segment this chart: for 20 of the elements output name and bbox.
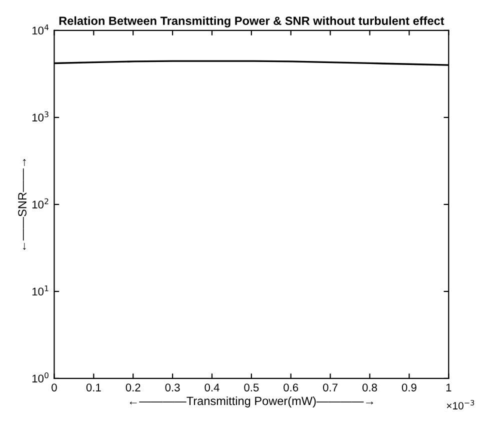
x-tick-label: 0.1 bbox=[86, 384, 101, 392]
x-tick-label: 0.4 bbox=[204, 384, 220, 392]
y-axis-title: ←——SNR——→ bbox=[18, 158, 26, 250]
x-tick-label: 0.7 bbox=[323, 384, 338, 392]
text: ×10$^{−3}$ bbox=[446, 400, 474, 410]
x-tick-label: 0.9 bbox=[402, 384, 416, 392]
y-tick-label: 10$^{4}$ bbox=[32, 24, 49, 35]
x-tick-label: 0.6 bbox=[284, 384, 298, 392]
chart-title: Relation Between Transmitting Power & SNR without turbulent effect bbox=[59, 16, 444, 28]
y-tick-label: 10$^{1}$ bbox=[32, 285, 48, 296]
y-tick-label: 10$^{3}$ bbox=[32, 111, 48, 122]
y-tick-label: 10$^{2}$ bbox=[32, 198, 48, 208]
x-axis-title: ←————Transmitting Power(mW)————→ bbox=[130, 396, 374, 408]
x-tick-label: 0.3 bbox=[165, 384, 180, 392]
x-tick-label: 1 bbox=[446, 384, 452, 392]
x-tick-label: 0.5 bbox=[244, 384, 259, 392]
x-tick-label: 0.8 bbox=[362, 384, 377, 392]
x-tick-label: 0 bbox=[52, 384, 57, 392]
x-tick-label: 0.2 bbox=[126, 384, 140, 392]
y-tick-label: 10$^{0}$ bbox=[32, 372, 48, 382]
